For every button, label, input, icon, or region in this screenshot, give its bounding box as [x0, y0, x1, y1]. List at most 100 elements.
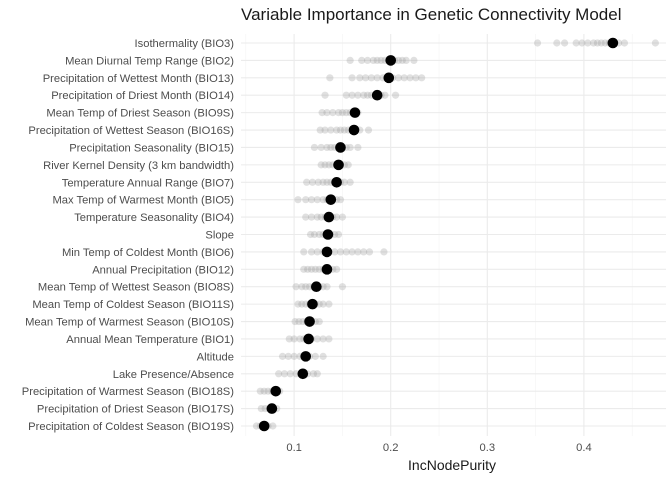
- replicate-point: [418, 74, 426, 82]
- replicate-point: [310, 143, 319, 152]
- plot-area: [241, 34, 666, 436]
- y-tick-label: River Kernel Density (3 km bandwidth): [43, 160, 234, 172]
- replicate-point: [338, 213, 347, 221]
- y-tick-label: Slope: [205, 230, 234, 242]
- replicate-point: [260, 387, 268, 395]
- replicate-point: [252, 422, 261, 430]
- replicate-point: [300, 248, 308, 256]
- replicate-point: [284, 352, 292, 360]
- replicate-point: [307, 265, 316, 273]
- replicate-point: [291, 317, 299, 326]
- replicate-point: [317, 213, 325, 221]
- replicate-point: [365, 248, 374, 256]
- replicate-point: [310, 230, 319, 239]
- mean-importance-point: [303, 333, 314, 345]
- replicate-point: [315, 230, 323, 239]
- mean-importance-point: [349, 107, 361, 118]
- replicate-point: [354, 143, 362, 152]
- mean-importance-point: [371, 89, 383, 101]
- y-tick-label: Altitude: [197, 351, 234, 363]
- replicate-point: [533, 39, 542, 47]
- replicate-point: [319, 178, 327, 186]
- replicate-point: [336, 248, 345, 256]
- mean-importance-point: [335, 142, 346, 153]
- y-tick-label: Precipitation Seasonality (BIO15): [69, 142, 234, 154]
- replicate-point: [317, 143, 325, 152]
- x-tick-label: 0.4: [576, 442, 592, 454]
- mean-importance-point: [266, 403, 278, 414]
- replicate-point: [256, 387, 264, 395]
- replicate-point: [318, 109, 326, 117]
- replicate-point: [334, 109, 343, 117]
- mean-importance-point: [307, 298, 318, 310]
- mean-importance-point: [300, 351, 312, 362]
- replicate-point: [278, 352, 287, 360]
- replicate-point: [346, 56, 354, 65]
- replicate-point: [394, 74, 403, 82]
- replicate-point: [323, 283, 331, 291]
- replicate-point: [319, 196, 327, 204]
- replicate-point: [313, 213, 321, 221]
- replicate-point: [346, 178, 354, 186]
- replicate-point: [290, 335, 298, 343]
- replicate-point: [302, 196, 310, 204]
- points-layer: [252, 37, 659, 432]
- mean-importance-point: [311, 281, 322, 293]
- replicate-point: [377, 56, 385, 65]
- replicate-point: [572, 39, 580, 47]
- y-tick-label: Temperature Seasonality (BIO4): [74, 212, 234, 224]
- replicate-point: [348, 91, 356, 99]
- replicate-point: [342, 109, 350, 117]
- replicate-point: [302, 213, 310, 221]
- mean-importance-point: [258, 420, 270, 432]
- replicate-point: [327, 143, 335, 152]
- replicate-point: [342, 91, 350, 99]
- y-tick-label: Precipitation of Coldest Season (BIO19S): [28, 421, 234, 433]
- x-tick-label: 0.2: [383, 442, 399, 454]
- replicate-point: [394, 56, 403, 65]
- mean-importance-point: [385, 55, 397, 66]
- y-tick-label: Precipitation of Wettest Month (BIO13): [43, 73, 235, 85]
- replicate-point: [307, 196, 316, 204]
- replicate-point: [354, 91, 362, 99]
- replicate-point: [381, 91, 389, 99]
- mean-importance-point: [321, 264, 333, 275]
- replicate-point: [364, 126, 373, 134]
- replicate-point: [280, 370, 289, 378]
- replicate-point: [323, 109, 331, 117]
- replicate-point: [360, 91, 368, 99]
- y-tick-label: Max Temp of Warmest Month (BIO5): [52, 195, 234, 207]
- replicate-point: [295, 317, 303, 326]
- y-tick-label: Lake Presence/Absence: [113, 369, 234, 381]
- replicate-point: [348, 74, 356, 82]
- y-tick-label: Annual Mean Temperature (BIO1): [66, 334, 234, 346]
- x-axis-label: IncNodePurity: [408, 457, 496, 473]
- y-tick-label: Mean Diurnal Temp Range (BIO2): [65, 55, 234, 67]
- replicate-point: [340, 126, 348, 134]
- x-tick-label: 0.3: [480, 442, 496, 454]
- replicate-point: [344, 161, 352, 169]
- replicate-point: [275, 370, 283, 378]
- replicate-point: [315, 265, 323, 273]
- replicate-point: [321, 126, 329, 134]
- mean-importance-point: [270, 385, 282, 397]
- replicate-point: [391, 91, 400, 99]
- replicate-point: [298, 300, 306, 308]
- replicate-point: [321, 161, 329, 169]
- replicate-point: [410, 56, 418, 65]
- y-tick-label: Mean Temp of Coldest Season (BIO11S): [32, 299, 234, 311]
- replicate-point: [313, 196, 321, 204]
- replicate-point: [356, 74, 364, 82]
- y-tick-label: Isothermality (BIO3): [135, 38, 235, 50]
- replicate-point: [304, 265, 312, 273]
- replicate-point: [346, 143, 354, 152]
- replicate-point: [553, 39, 561, 47]
- replicate-point: [406, 74, 414, 82]
- replicate-point: [336, 126, 345, 134]
- y-tick-label: Min Temp of Coldest Month (BIO6): [62, 247, 234, 259]
- y-tick-label: Precipitation of Driest Month (BIO14): [51, 90, 234, 102]
- y-tick-label: Precipitation of Warmest Season (BIO18S): [22, 386, 235, 398]
- grid-layer: [241, 34, 666, 436]
- replicate-point: [331, 248, 339, 256]
